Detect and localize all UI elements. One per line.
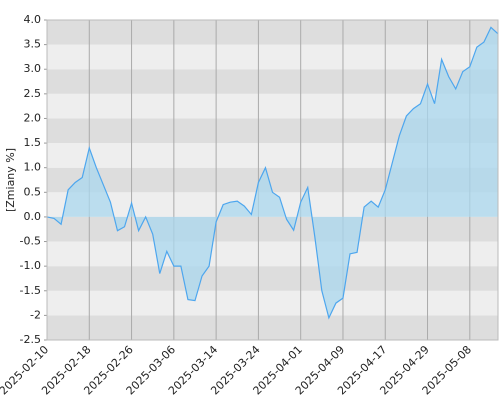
y-axis-label: [Zmiany %] <box>4 148 17 212</box>
grid-band <box>47 20 498 45</box>
y-tick-label: 3.5 <box>24 38 42 51</box>
y-tick-label: -2 <box>30 308 41 321</box>
y-tick-label: 0.0 <box>24 210 42 223</box>
y-tick-label: -0.5 <box>20 235 41 248</box>
y-tick-label: 4.0 <box>24 13 42 26</box>
grid-band <box>47 315 498 340</box>
y-tick-label: 1.5 <box>24 136 42 149</box>
grid-band <box>47 241 498 267</box>
y-tick-label: 3.0 <box>24 62 42 75</box>
grid-band <box>47 266 498 291</box>
grid-band <box>47 290 498 316</box>
y-tick-label: -1.0 <box>20 259 41 272</box>
area <box>47 27 498 318</box>
y-tick-label: -1.5 <box>20 284 41 297</box>
y-tick-label: -2.5 <box>20 333 41 346</box>
line <box>46 26 499 320</box>
y-tick-label: 2.5 <box>24 87 42 100</box>
y-tick-label: 1.0 <box>24 161 42 174</box>
y-tick-label: 2.0 <box>24 111 42 124</box>
grid-band <box>47 69 498 94</box>
plot-border <box>46 19 499 341</box>
y-tick-label: 0.5 <box>24 185 42 198</box>
grid-band <box>47 44 498 70</box>
